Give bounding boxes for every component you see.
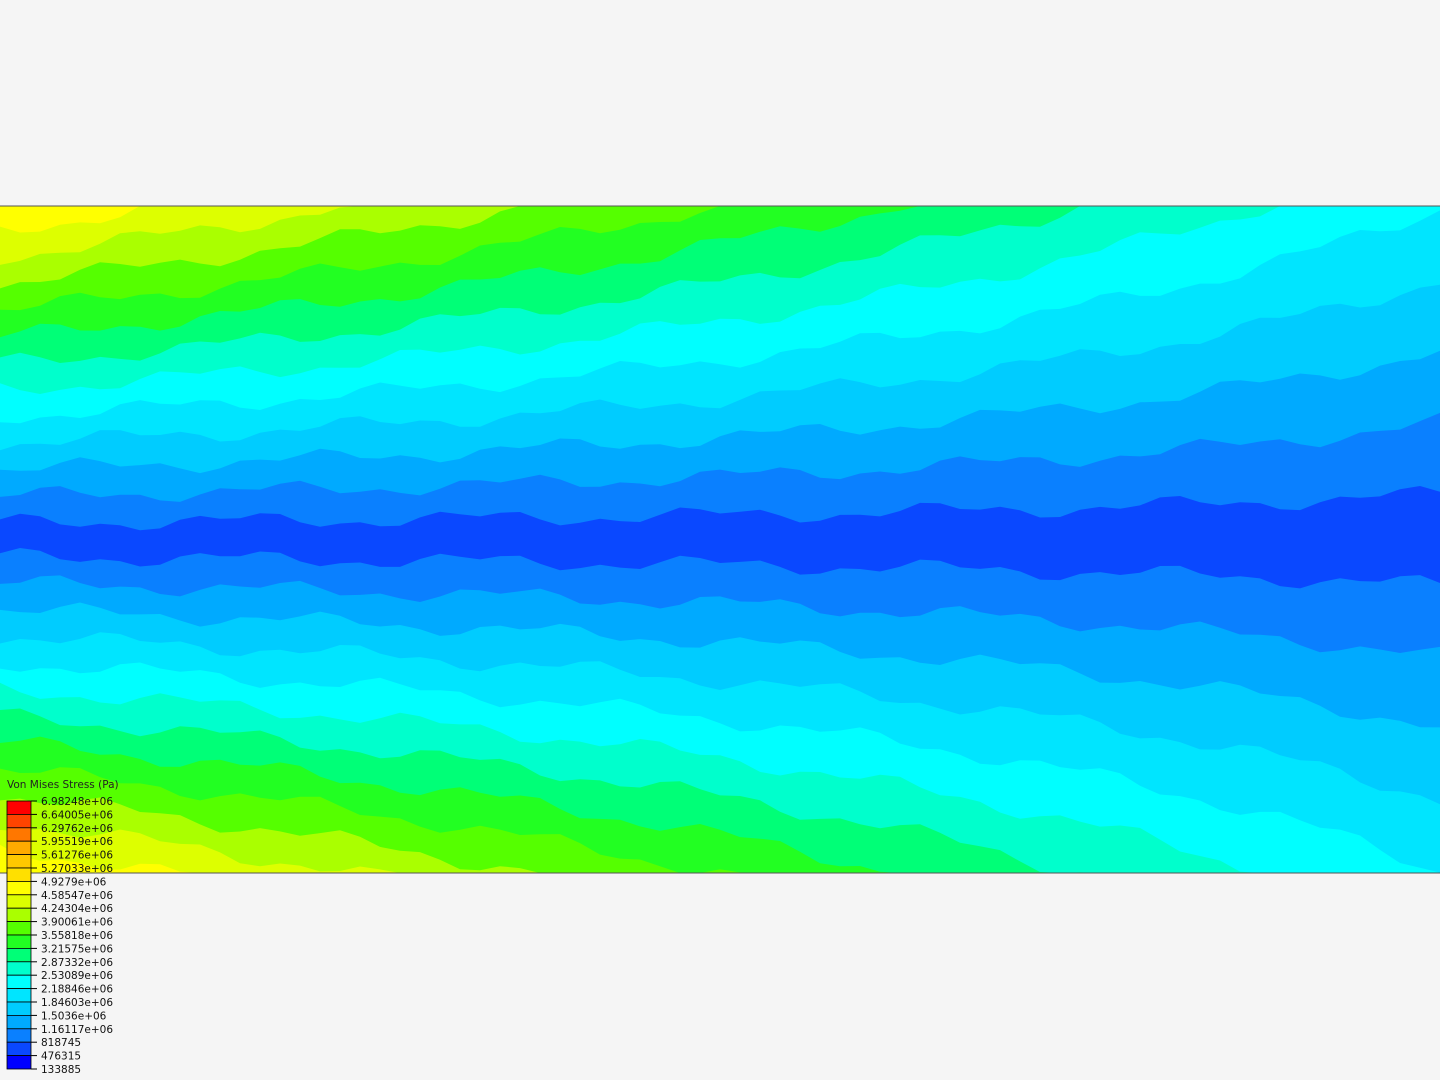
contour-band-upper [0, 206, 1440, 311]
contour-band-lower [0, 844, 1440, 873]
contour-band-upper [0, 206, 1440, 289]
contour-band-lower [0, 797, 1440, 873]
legend-title: Von Mises Stress (Pa) [7, 779, 119, 791]
contour-band-upper [0, 206, 1440, 265]
